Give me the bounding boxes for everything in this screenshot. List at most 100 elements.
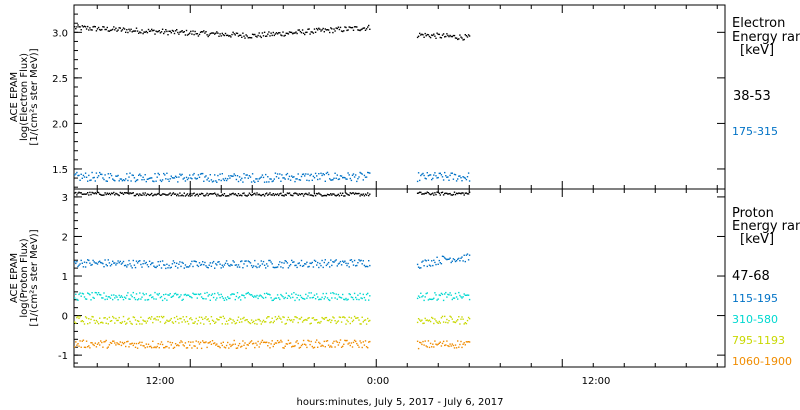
data-point	[197, 35, 200, 37]
data-point	[148, 177, 151, 179]
data-point	[229, 317, 231, 320]
data-point	[447, 176, 449, 178]
data-point	[173, 262, 176, 264]
data-point	[94, 26, 96, 28]
data-point	[185, 266, 188, 268]
data-point	[154, 317, 156, 320]
data-point	[466, 36, 469, 38]
data-point	[199, 193, 202, 196]
data-point	[247, 260, 249, 262]
data-point	[289, 194, 292, 196]
data-point	[297, 29, 299, 31]
data-point	[94, 192, 96, 194]
data-point	[176, 176, 178, 178]
data-point	[334, 260, 336, 262]
data-point	[331, 264, 333, 267]
data-point	[463, 342, 465, 344]
data-point	[336, 174, 338, 176]
data-point	[442, 33, 445, 35]
data-point	[337, 320, 340, 322]
data-point	[325, 29, 328, 31]
data-point	[216, 181, 218, 183]
data-point	[296, 340, 298, 342]
data-point	[103, 266, 105, 268]
data-point	[338, 195, 341, 197]
data-point	[439, 262, 441, 264]
data-point	[251, 173, 254, 175]
data-point	[293, 261, 295, 263]
data-point	[160, 315, 163, 318]
data-point	[337, 26, 340, 28]
data-point	[155, 180, 157, 182]
data-point	[97, 175, 100, 177]
data-point	[208, 193, 210, 195]
data-point	[253, 193, 255, 195]
data-point	[311, 345, 313, 348]
data-point	[110, 320, 113, 322]
data-point	[237, 344, 240, 347]
data-point	[284, 345, 286, 347]
x-tick-label-1: 12:00	[146, 376, 175, 387]
data-point	[107, 193, 109, 195]
data-point	[87, 259, 89, 261]
data-point	[302, 298, 305, 300]
data-point	[102, 194, 104, 196]
data-point	[426, 292, 428, 294]
data-point	[368, 320, 370, 322]
data-point	[212, 296, 215, 299]
data-point	[367, 171, 369, 174]
data-point	[114, 180, 116, 182]
data-point	[174, 292, 177, 295]
data-point	[360, 172, 362, 174]
data-point	[260, 323, 262, 325]
data-point	[184, 293, 187, 296]
data-point	[120, 192, 123, 194]
data-point	[95, 172, 98, 174]
data-point	[307, 266, 309, 268]
data-point	[164, 297, 166, 300]
data-point	[299, 346, 302, 349]
data-point	[260, 295, 262, 297]
data-point	[332, 179, 334, 181]
data-point	[101, 173, 103, 176]
data-point	[337, 263, 340, 265]
data-point	[198, 262, 201, 264]
data-point	[97, 26, 100, 29]
data-point	[357, 178, 359, 180]
data-point	[276, 294, 279, 296]
data-point	[308, 28, 310, 30]
data-point	[224, 347, 227, 349]
data-point	[198, 193, 201, 195]
data-point	[342, 316, 344, 318]
data-point	[145, 293, 147, 295]
data-point	[287, 33, 290, 35]
data-point	[334, 172, 336, 174]
data-point	[424, 296, 426, 298]
data-point	[358, 319, 360, 321]
data-point	[194, 293, 196, 296]
data-point	[218, 294, 220, 296]
data-point	[172, 260, 175, 262]
data-point	[214, 322, 216, 324]
data-point	[421, 193, 423, 195]
data-point	[135, 27, 138, 29]
data-point	[139, 31, 141, 33]
data-point	[431, 193, 433, 195]
data-point	[100, 29, 102, 31]
data-point	[153, 180, 155, 183]
data-point	[348, 293, 350, 295]
data-point	[241, 294, 243, 296]
data-point	[269, 294, 271, 296]
data-point	[449, 174, 451, 177]
proton-legend-115-195: 115-195	[732, 292, 778, 305]
data-point	[240, 194, 242, 196]
data-point	[446, 318, 448, 321]
data-point	[335, 340, 337, 342]
data-point	[107, 346, 109, 348]
data-point	[359, 171, 361, 174]
data-point	[163, 172, 165, 175]
data-point	[457, 192, 459, 195]
data-point	[358, 346, 360, 348]
data-point	[361, 28, 363, 30]
data-point	[314, 341, 317, 343]
